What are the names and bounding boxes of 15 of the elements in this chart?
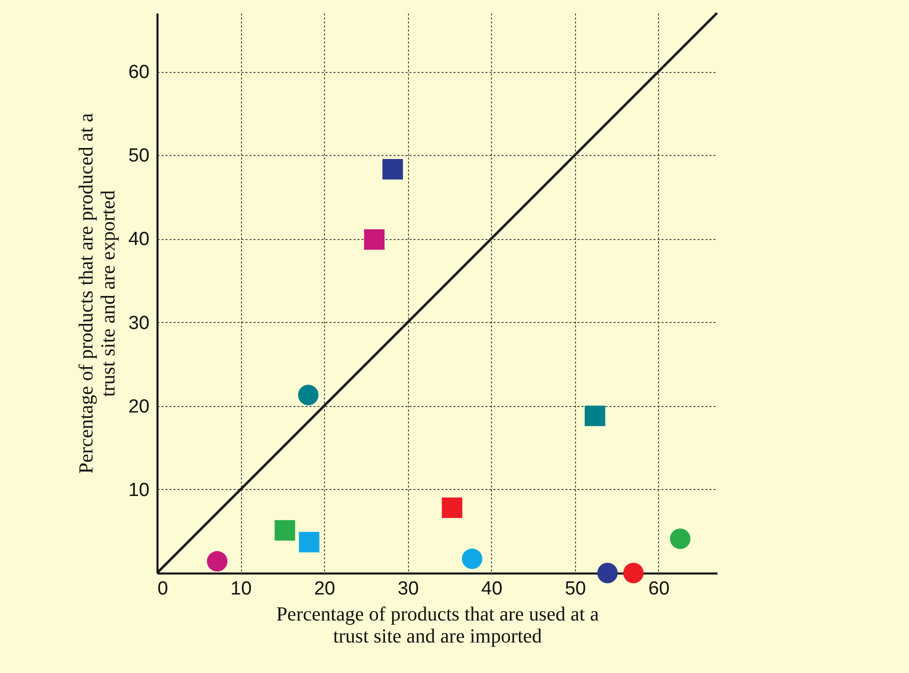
y-tick-label: 30 [128, 312, 150, 334]
x-tick-label: 40 [481, 578, 502, 600]
y-axis-title: Percentage of products that are produced at a trust site and are exported [75, 113, 120, 474]
x-tick-label: 30 [398, 578, 419, 600]
y-tick-label: 50 [128, 146, 150, 167]
x-tick-label: 10 [230, 578, 252, 600]
y-tick-label: 10 [128, 480, 150, 501]
y-tick-label: 60 [128, 62, 150, 84]
x-tick-label: 60 [648, 578, 670, 600]
x-tick-label: 20 [314, 578, 336, 600]
x-tick-label: 50 [564, 578, 586, 600]
x-tick-label: 0 [158, 578, 168, 600]
x-axis-title: Percentage of products that are used at a trust site and are imported [276, 604, 599, 648]
y-tick-label: 20 [128, 396, 150, 418]
y-tick-label: 40 [128, 229, 150, 250]
